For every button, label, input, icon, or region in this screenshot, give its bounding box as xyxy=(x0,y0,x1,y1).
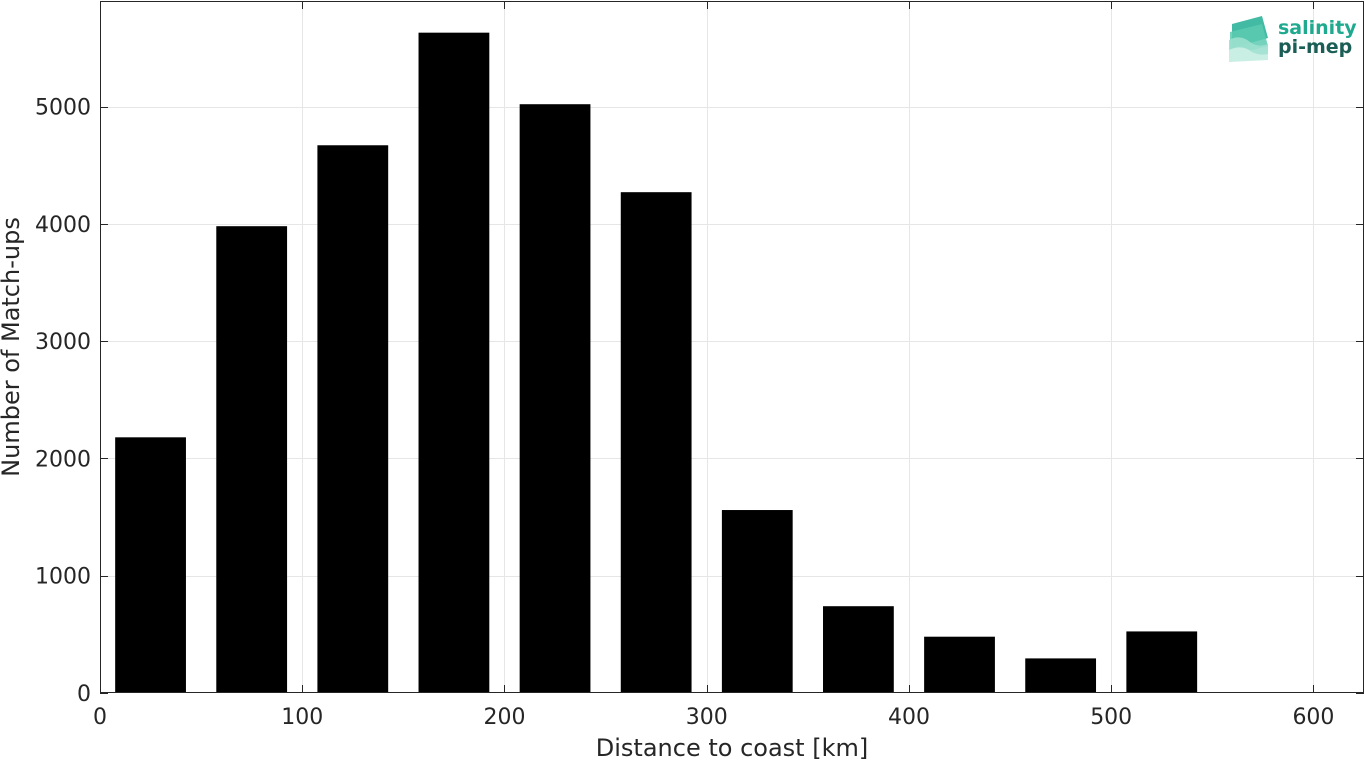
histogram-bar xyxy=(418,32,490,694)
salinity-pi-mep-logo: salinity pi-mep xyxy=(1229,16,1357,62)
wave-layers-icon xyxy=(1229,16,1268,62)
x-tick-label: 300 xyxy=(686,705,728,730)
logo-text-salinity: salinity xyxy=(1278,17,1357,39)
plot-area-frame xyxy=(100,1,1364,693)
x-tick-label: 0 xyxy=(93,705,107,730)
y-tick-label: 3000 xyxy=(35,330,91,355)
x-tick-label: 200 xyxy=(483,705,525,730)
logo-text-pi-mep: pi-mep xyxy=(1278,36,1352,58)
tick-marks xyxy=(100,1,1364,694)
bars xyxy=(115,32,1198,694)
y-axis-label: Number of Match-ups xyxy=(0,217,25,477)
histogram-bar xyxy=(924,636,995,693)
x-tick-labels: 0 100 200 300 400 500 600 xyxy=(93,705,1334,730)
grid-lines xyxy=(100,1,1364,693)
y-tick-label: 0 xyxy=(77,682,91,707)
histogram-bar xyxy=(1126,631,1198,693)
histogram-bar xyxy=(115,437,186,693)
histogram-bar xyxy=(519,104,591,693)
histogram-bar xyxy=(317,145,389,693)
y-tick-label: 4000 xyxy=(35,213,91,238)
x-tick-label: 400 xyxy=(888,705,930,730)
y-tick-label: 1000 xyxy=(35,565,91,590)
x-tick-label: 600 xyxy=(1292,705,1334,730)
histogram-bar xyxy=(721,510,793,693)
histogram-bar xyxy=(823,606,894,693)
histogram-bar xyxy=(216,226,288,693)
y-tick-labels: 0 1000 2000 3000 4000 5000 xyxy=(35,96,91,707)
y-tick-label: 2000 xyxy=(35,447,91,472)
histogram-bar xyxy=(1025,658,1097,693)
x-tick-label: 100 xyxy=(281,705,323,730)
x-axis-label: Distance to coast [km] xyxy=(596,734,868,761)
histogram-bar xyxy=(620,192,692,693)
x-tick-label: 500 xyxy=(1090,705,1132,730)
y-tick-label: 5000 xyxy=(35,96,91,121)
